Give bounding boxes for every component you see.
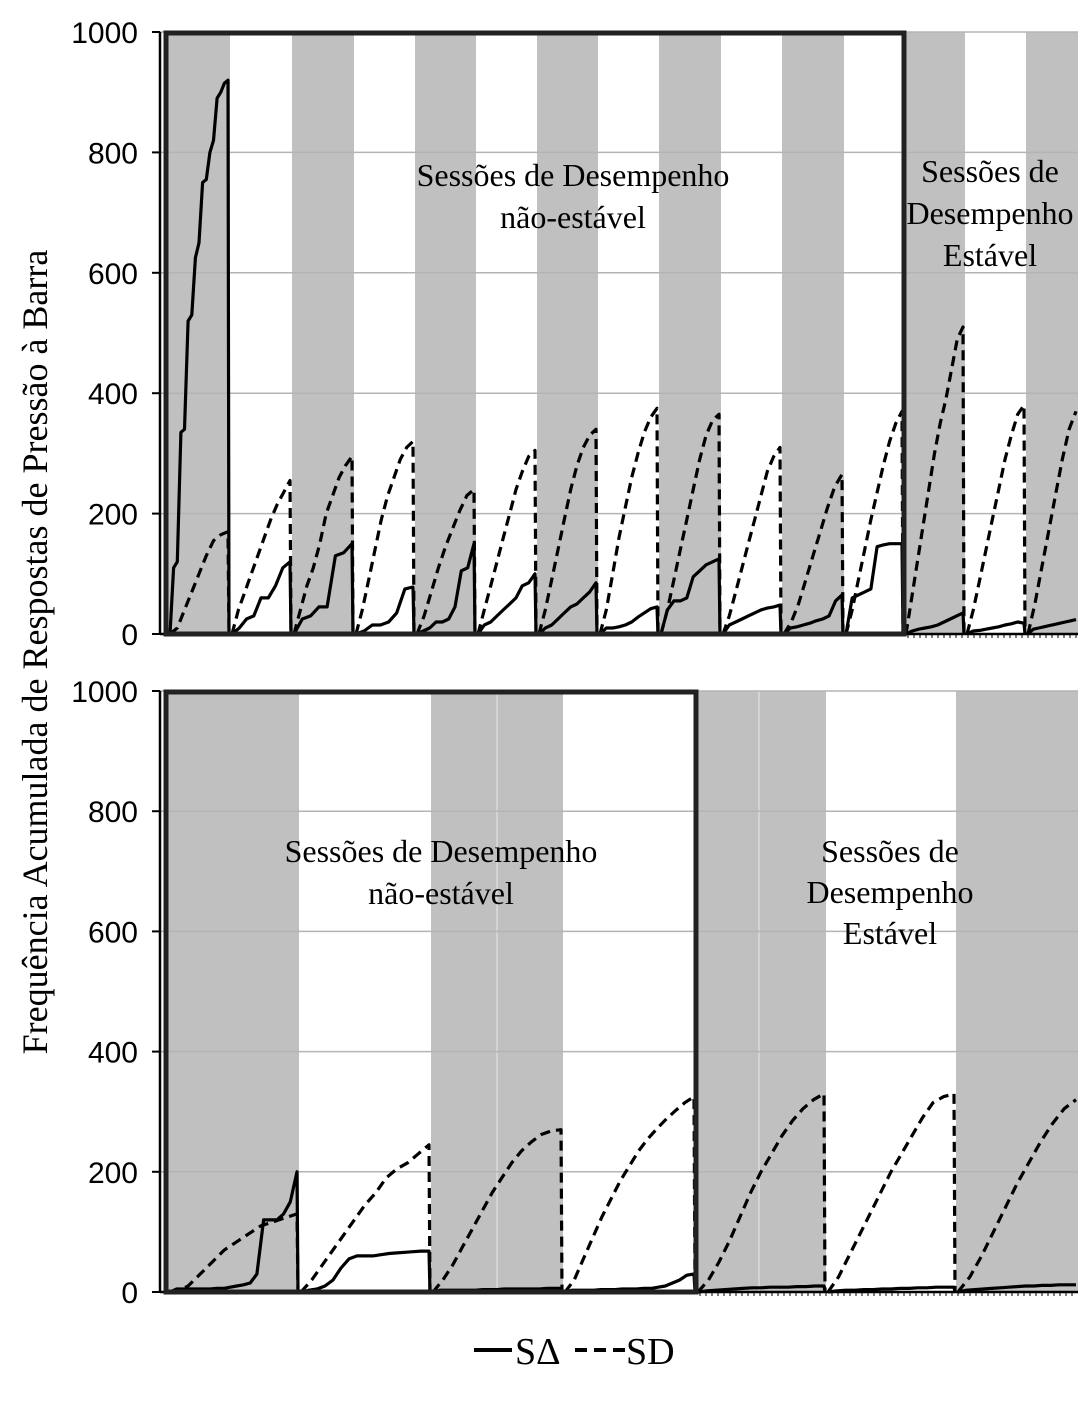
top-series-sdelta (168, 78, 1077, 636)
top-ytick-400: 400 (88, 378, 138, 411)
top-shade-session-13 (904, 32, 965, 634)
top-sdelta-session-15 (1026, 618, 1077, 636)
bottom-ytick-200: 200 (88, 1157, 138, 1190)
top-sdelta-session-11 (782, 593, 845, 636)
bottom-sd-session-6 (826, 1092, 957, 1293)
top-shade-session-15 (1026, 32, 1078, 634)
top-y-tick-labels: 0 200 400 600 800 1000 (71, 17, 160, 652)
bottom-sdelta-session-5 (697, 1284, 827, 1294)
top-sdelta-session-4 (355, 585, 416, 636)
bottom-sdelta-session-1 (169, 1170, 300, 1294)
bottom-sdelta-session-2 (300, 1249, 432, 1294)
bottom-sd-session-1 (169, 1212, 300, 1294)
top-sdelta-session-10 (721, 603, 783, 635)
bottom-sd-session-7 (956, 1098, 1077, 1293)
bottom-sdelta-session-7 (957, 1283, 1076, 1294)
top-ytick-600: 600 (88, 258, 138, 291)
top-sd-session-6 (476, 448, 538, 635)
bottom-stable-label-line2: Desempenho (806, 874, 973, 910)
bottom-stable-label-line3: Estável (843, 915, 937, 951)
bottom-unstable-box (163, 689, 699, 1295)
top-unstable-label-line2: não-estável (500, 199, 646, 235)
top-sd-session-15 (1026, 410, 1078, 635)
bottom-sd-session-3 (431, 1128, 564, 1294)
top-ytick-1000: 1000 (71, 17, 138, 50)
legend-sdelta-label: SΔ (515, 1331, 561, 1373)
top-sdelta-session-14 (966, 620, 1027, 636)
top-unstable-label-line1: Sessões de Desempenho (417, 157, 730, 193)
bottom-ytick-400: 400 (88, 1037, 138, 1070)
bottom-session-shading (168, 691, 1078, 1292)
bottom-ytick-1000: 1000 (71, 676, 138, 709)
bottom-stable-label-line1: Sessões de (821, 833, 959, 869)
bottom-ytick-800: 800 (88, 796, 138, 829)
top-sdelta-session-13 (905, 611, 966, 636)
top-shade-session-9 (659, 32, 721, 634)
top-ytick-200: 200 (88, 499, 138, 532)
bottom-ytick-0: 0 (121, 1277, 138, 1310)
bottom-series-sdelta (169, 1170, 1076, 1294)
top-sd-session-7 (537, 427, 599, 635)
top-sdelta-session-6 (476, 572, 538, 635)
bottom-ytick-600: 600 (88, 916, 138, 949)
top-shade-session-7 (537, 32, 598, 634)
bottom-unstable-label-line2: não-estável (368, 875, 514, 911)
top-stable-label-line3: Estável (943, 237, 1037, 273)
top-sdelta-session-5 (416, 542, 477, 636)
legend-sd-label: SD (626, 1331, 675, 1373)
top-sdelta-session-9 (659, 557, 722, 635)
top-sd-session-1 (168, 530, 231, 636)
top-unstable-frame (163, 30, 907, 637)
bottom-series-sd (169, 1092, 1077, 1294)
top-sdelta-session-12 (844, 542, 905, 635)
top-sd-session-11 (782, 472, 845, 635)
y-axis-label: Frequência Acumulada de Respostas de Pre… (15, 250, 55, 1055)
bottom-shade-block-4 (956, 691, 1078, 1292)
top-sd-session-4 (354, 439, 416, 635)
bottom-unstable-label-line1: Sessões de Desempenho (285, 833, 598, 869)
top-sd-session-14 (965, 403, 1027, 635)
top-stable-label-line2: Desempenho (906, 195, 1073, 231)
top-sdelta-session-3 (292, 542, 355, 635)
top-shade-session-11 (782, 32, 844, 634)
top-sd-session-10 (721, 445, 783, 635)
top-sdelta-session-8 (598, 605, 660, 636)
bottom-shade-block-3 (696, 691, 826, 1292)
bottom-sdelta-session-4 (564, 1272, 697, 1294)
top-sd-session-3 (292, 454, 355, 635)
top-ytick-0: 0 (121, 619, 138, 652)
top-sd-session-12 (844, 409, 905, 635)
top-shade-session-5 (415, 32, 476, 634)
top-sdelta-session-1 (168, 78, 231, 635)
top-unstable-box (163, 30, 907, 637)
bottom-y-tick-labels: 0 200 400 600 800 1000 (71, 676, 160, 1310)
bottom-sd-session-2 (299, 1143, 432, 1294)
top-sdelta-session-2 (230, 560, 293, 636)
top-sd-session-2 (230, 478, 293, 635)
top-sd-session-8 (598, 406, 660, 635)
top-session-shading (168, 32, 1078, 634)
top-series-sd (168, 325, 1078, 636)
legend: SΔ SD (474, 1331, 675, 1373)
top-sd-session-13 (904, 325, 966, 635)
bottom-unstable-frame (163, 689, 699, 1295)
top-stable-label-line1: Sessões de (921, 153, 1059, 189)
bottom-sd-session-4 (563, 1095, 697, 1293)
bottom-shade-block-1 (168, 691, 299, 1292)
top-sd-session-5 (415, 487, 477, 635)
top-sdelta-session-7 (537, 581, 599, 636)
bottom-sd-session-5 (696, 1092, 827, 1294)
top-ytick-800: 800 (88, 137, 138, 170)
top-shade-session-3 (292, 32, 354, 634)
top-sd-session-9 (659, 412, 722, 635)
bottom-sdelta-session-6 (827, 1285, 957, 1294)
